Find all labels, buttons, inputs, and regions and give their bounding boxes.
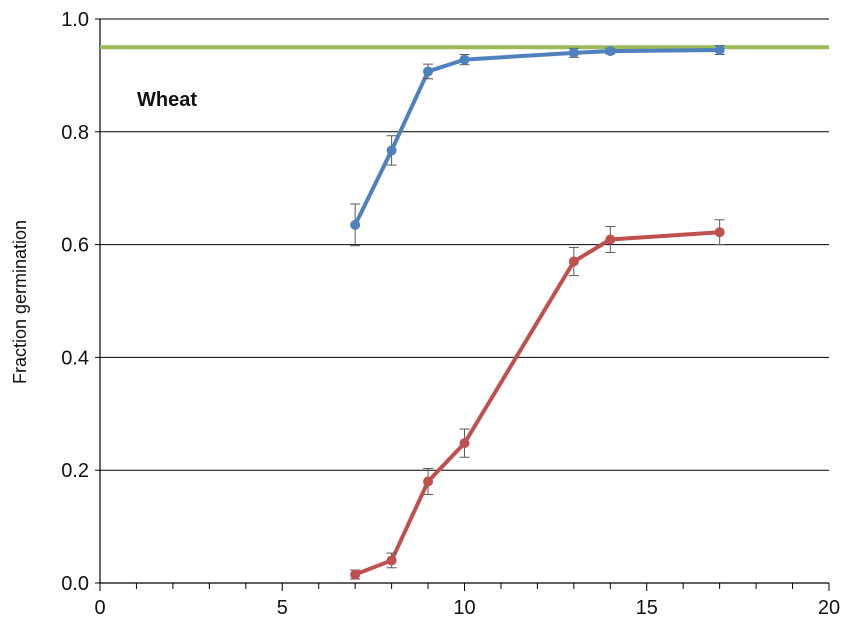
series-0-line xyxy=(353,48,722,227)
series-1-point-6 xyxy=(714,227,725,238)
y-tick-label-0: 0.0 xyxy=(61,573,89,595)
series-1 xyxy=(350,219,725,580)
annotation-wheat: Wheat xyxy=(137,89,197,111)
y-tick-label-1: 0.2 xyxy=(61,460,89,482)
axes xyxy=(95,18,830,591)
x-tick-label-3: 15 xyxy=(636,597,658,619)
series-0-point-5 xyxy=(605,46,616,57)
series-0-point-6 xyxy=(714,45,725,56)
y-tick-label-4: 0.8 xyxy=(61,122,89,144)
series-1-point-1 xyxy=(386,555,397,566)
y-tick-label-5: 1.0 xyxy=(61,9,89,31)
series-0-point-3 xyxy=(459,54,470,65)
x-tick-label-2: 10 xyxy=(453,597,475,619)
series-0-point-0 xyxy=(350,219,361,230)
x-tick-label-0: 0 xyxy=(94,597,105,619)
y-tick-label-2: 0.4 xyxy=(61,347,89,369)
series-0-point-2 xyxy=(423,66,434,77)
series-1-point-0 xyxy=(350,569,361,580)
series-1-point-2 xyxy=(423,476,434,487)
y-tick-label-3: 0.6 xyxy=(61,235,89,257)
grid-lines xyxy=(100,18,829,471)
series-0-point-4 xyxy=(568,47,579,58)
series-1-point-5 xyxy=(605,234,616,245)
series-group xyxy=(350,45,725,580)
series-1-line xyxy=(353,230,722,577)
series-0-point-1 xyxy=(386,145,397,156)
series-0 xyxy=(350,45,725,247)
y-axis-title: Fraction germination xyxy=(10,220,30,384)
x-tick-label-1: 5 xyxy=(277,597,288,619)
series-1-point-4 xyxy=(568,256,579,267)
series-1-point-3 xyxy=(459,438,470,449)
x-tick-label-4: 20 xyxy=(818,597,840,619)
tick-labels: 0 5 10 15 20 0.0 0.2 0.4 0.6 0.8 1.0 xyxy=(61,9,840,619)
